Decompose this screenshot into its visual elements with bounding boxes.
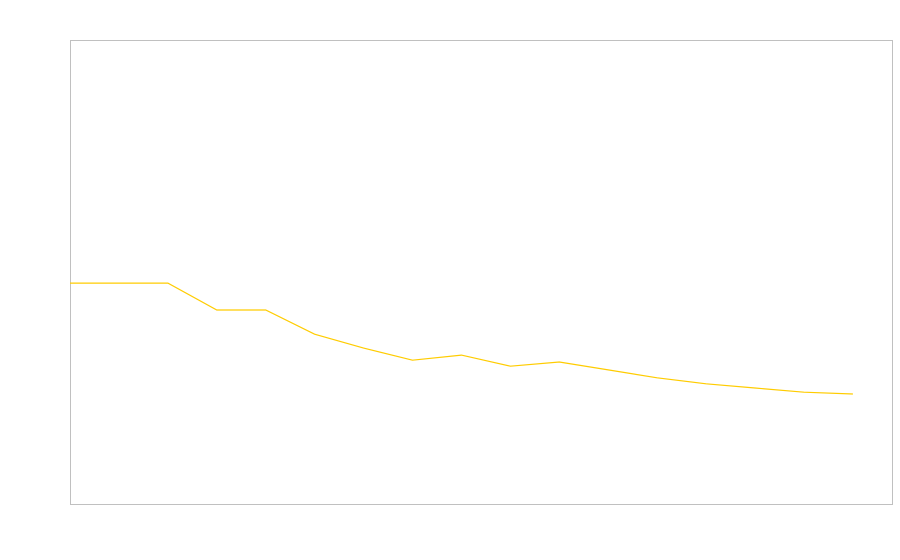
plot-frame: [70, 40, 893, 505]
series-line-0: [70, 282, 853, 395]
series-layer: [70, 282, 853, 395]
